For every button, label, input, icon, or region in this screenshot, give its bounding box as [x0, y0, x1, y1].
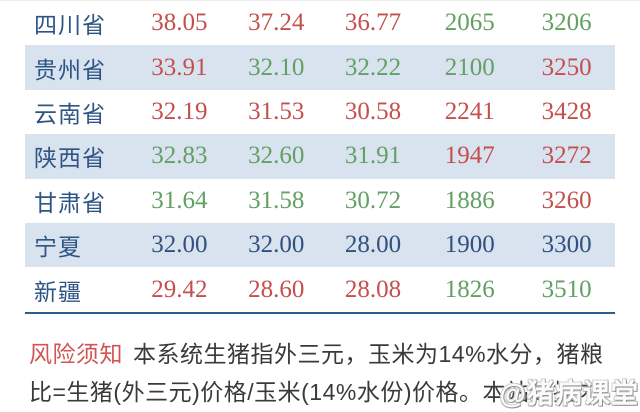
province-name: 宁夏 [34, 234, 82, 261]
province-name: 四川省 [34, 12, 106, 39]
province-name: 陕西省 [34, 145, 106, 172]
table-row: 陕西省 32.83 32.60 31.91 1947 3272 [25, 134, 615, 179]
pig-price-table: 四川省 38.05 37.24 36.77 2065 3206 贵州省 33.9… [25, 1, 615, 314]
table-row: 甘肃省 31.64 31.58 30.72 1886 3260 [25, 179, 615, 223]
price-cell: 30.58 [344, 97, 402, 125]
price-cell: 1826 [444, 275, 495, 303]
table-row: 云南省 32.19 31.53 30.58 2241 3428 [25, 90, 615, 134]
price-cell: 3272 [541, 142, 592, 170]
price-cell: 1947 [444, 142, 495, 170]
price-cell: 32.19 [151, 97, 208, 125]
price-cell: 31.53 [248, 97, 305, 125]
price-cell: 31.91 [344, 142, 402, 170]
price-cell: 30.72 [344, 186, 402, 214]
price-cell: 32.60 [248, 142, 305, 170]
risk-notice: 风险须知 本系统生猪指外三元，玉米为14%水分，猪粮比=生猪(外三元)价格/玉米(… [29, 335, 615, 412]
province-name: 贵州省 [34, 56, 106, 83]
risk-notice-label: 风险须知 [29, 341, 123, 367]
table-row: 四川省 38.05 37.24 36.77 2065 3206 [25, 1, 615, 45]
province-name: 新疆 [34, 278, 82, 305]
price-cell: 2241 [444, 97, 495, 125]
price-cell: 31.58 [248, 186, 305, 214]
price-cell: 3428 [541, 97, 592, 125]
watermark: @猪病课堂 [499, 379, 639, 409]
price-cell: 1886 [444, 186, 495, 214]
price-cell: 32.22 [344, 53, 402, 81]
price-cell: 3300 [541, 231, 592, 259]
price-cell: 32.00 [151, 231, 208, 259]
price-cell: 2065 [444, 9, 495, 37]
price-cell: 3260 [541, 186, 592, 214]
price-cell: 33.91 [151, 53, 208, 81]
price-cell: 31.64 [151, 186, 208, 214]
province-name: 云南省 [34, 100, 106, 127]
price-cell: 36.77 [344, 9, 402, 37]
price-cell: 2100 [444, 53, 495, 81]
price-cell: 3250 [541, 53, 592, 81]
risk-notice-body: 本系统生猪指外三元，玉米为14%水分，猪粮比=生猪(外三元)价格/玉米(14%水… [29, 341, 604, 405]
province-name: 甘肃省 [34, 189, 106, 216]
price-cell: 29.42 [151, 275, 208, 303]
price-cell: 1900 [444, 231, 495, 259]
price-cell: 32.00 [248, 231, 305, 259]
price-cell: 28.60 [248, 275, 305, 303]
price-cell: 3206 [541, 9, 592, 37]
price-cell: 37.24 [248, 9, 305, 37]
table-row: 贵州省 33.91 32.10 32.22 2100 3250 [25, 45, 615, 90]
table-row: 宁夏 32.00 32.00 28.00 1900 3300 [25, 222, 615, 268]
price-cell: 28.08 [344, 275, 402, 303]
price-cell: 32.10 [248, 53, 305, 81]
price-cell: 32.83 [151, 142, 208, 170]
price-cell: 28.00 [344, 231, 402, 259]
table-row: 新疆 29.42 28.60 28.08 1826 3510 [25, 267, 615, 311]
price-cell: 38.05 [151, 9, 208, 37]
price-cell: 3510 [541, 275, 592, 303]
